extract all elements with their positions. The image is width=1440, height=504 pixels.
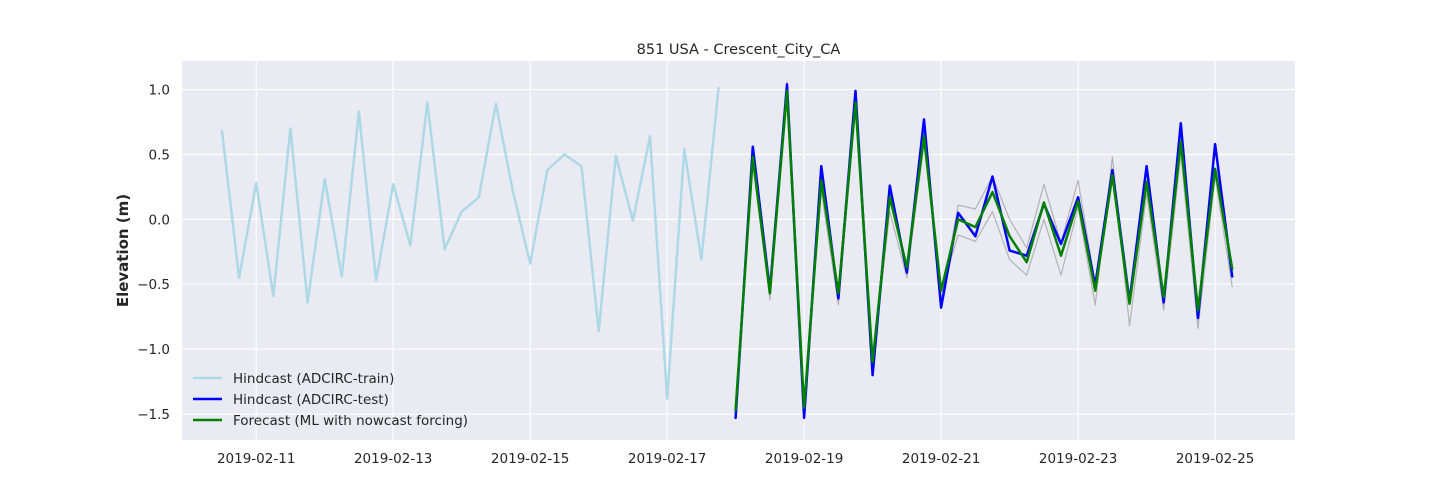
x-tick-label: 2019-02-15 — [491, 451, 569, 467]
y-tick-label: −0.5 — [137, 277, 170, 293]
x-tick-label: 2019-02-25 — [1176, 451, 1254, 467]
x-tick-label: 2019-02-21 — [902, 451, 980, 467]
x-tick-label: 2019-02-11 — [217, 451, 295, 467]
y-tick-label: −1.5 — [137, 407, 170, 423]
y-tick-label: −1.0 — [137, 342, 170, 358]
series-line-1 — [220, 87, 720, 400]
x-tick-label: 2019-02-19 — [765, 451, 843, 467]
y-tick-label: 0.0 — [149, 212, 170, 228]
y-tick-label: 0.5 — [149, 147, 170, 163]
legend: Hindcast (ADCIRC-train) Hindcast (ADCIRC-… — [193, 371, 468, 429]
x-tick-label: 2019-02-23 — [1039, 451, 1117, 467]
chart-title: 851 USA - Crescent_City_CA — [637, 42, 841, 58]
y-axis-ticks: −1.5 −1.0 −0.5 0.0 0.5 1.0 — [137, 83, 170, 423]
legend-label: Hindcast (ADCIRC-test) — [233, 392, 389, 408]
y-axis-label: Elevation (m) — [114, 194, 132, 307]
x-tick-label: 2019-02-17 — [628, 451, 706, 467]
series-line-5 — [734, 89, 1234, 412]
legend-label: Forecast (ML with nowcast forcing) — [233, 413, 468, 429]
y-tick-label: 1.0 — [149, 83, 170, 99]
legend-label: Hindcast (ADCIRC-train) — [233, 371, 394, 387]
x-axis-ticks: 2019-02-11 2019-02-13 2019-02-15 2019-02-17… — [217, 451, 1254, 467]
series-lines — [220, 81, 1234, 420]
x-tick-label: 2019-02-13 — [354, 451, 432, 467]
